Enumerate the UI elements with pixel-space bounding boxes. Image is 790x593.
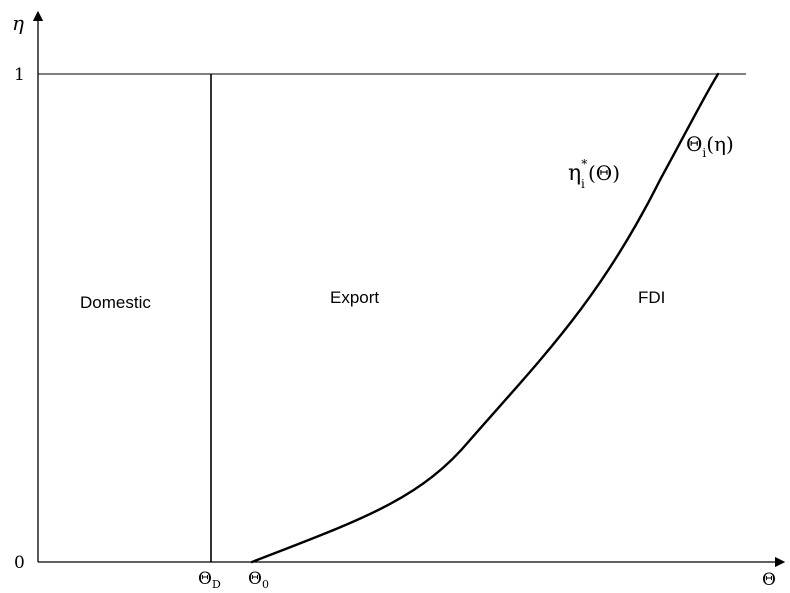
x-tick-theta-d-sub: D (212, 578, 221, 591)
y-tick-zero: 0 (14, 553, 25, 573)
curve-label-eta-star: η* i (Θ) (568, 157, 620, 191)
x-tick-theta-0: Θ0 (248, 569, 269, 591)
curve-label-theta-i: Θi(η) (686, 132, 734, 160)
x-tick-theta-0-base: Θ (248, 569, 262, 589)
curve-label-theta-i-base: Θ (686, 132, 702, 156)
x-axis-label: Θ (762, 570, 776, 590)
curve-label-theta-i-sub: i (702, 146, 706, 160)
fdi-threshold-curve (250, 72, 720, 564)
curve-label-eta-star-base: η (568, 161, 581, 186)
y-tick-one: 1 (14, 65, 25, 85)
region-fdi: FDI (638, 288, 665, 307)
region-domestic: Domestic (80, 293, 151, 312)
region-export: Export (330, 288, 379, 307)
curve-label-eta-star-arg: (Θ) (588, 161, 620, 185)
x-tick-theta-d-base: Θ (198, 569, 212, 589)
curve-label-eta-star-sub: i (581, 177, 585, 191)
x-tick-theta-d: ΘD (198, 569, 221, 591)
curve-label-theta-i-arg: (η) (706, 132, 734, 156)
curve-label-eta-star-sup: * (581, 157, 587, 171)
y-axis-label: η (12, 11, 24, 35)
x-tick-theta-0-sub: 0 (262, 578, 269, 591)
